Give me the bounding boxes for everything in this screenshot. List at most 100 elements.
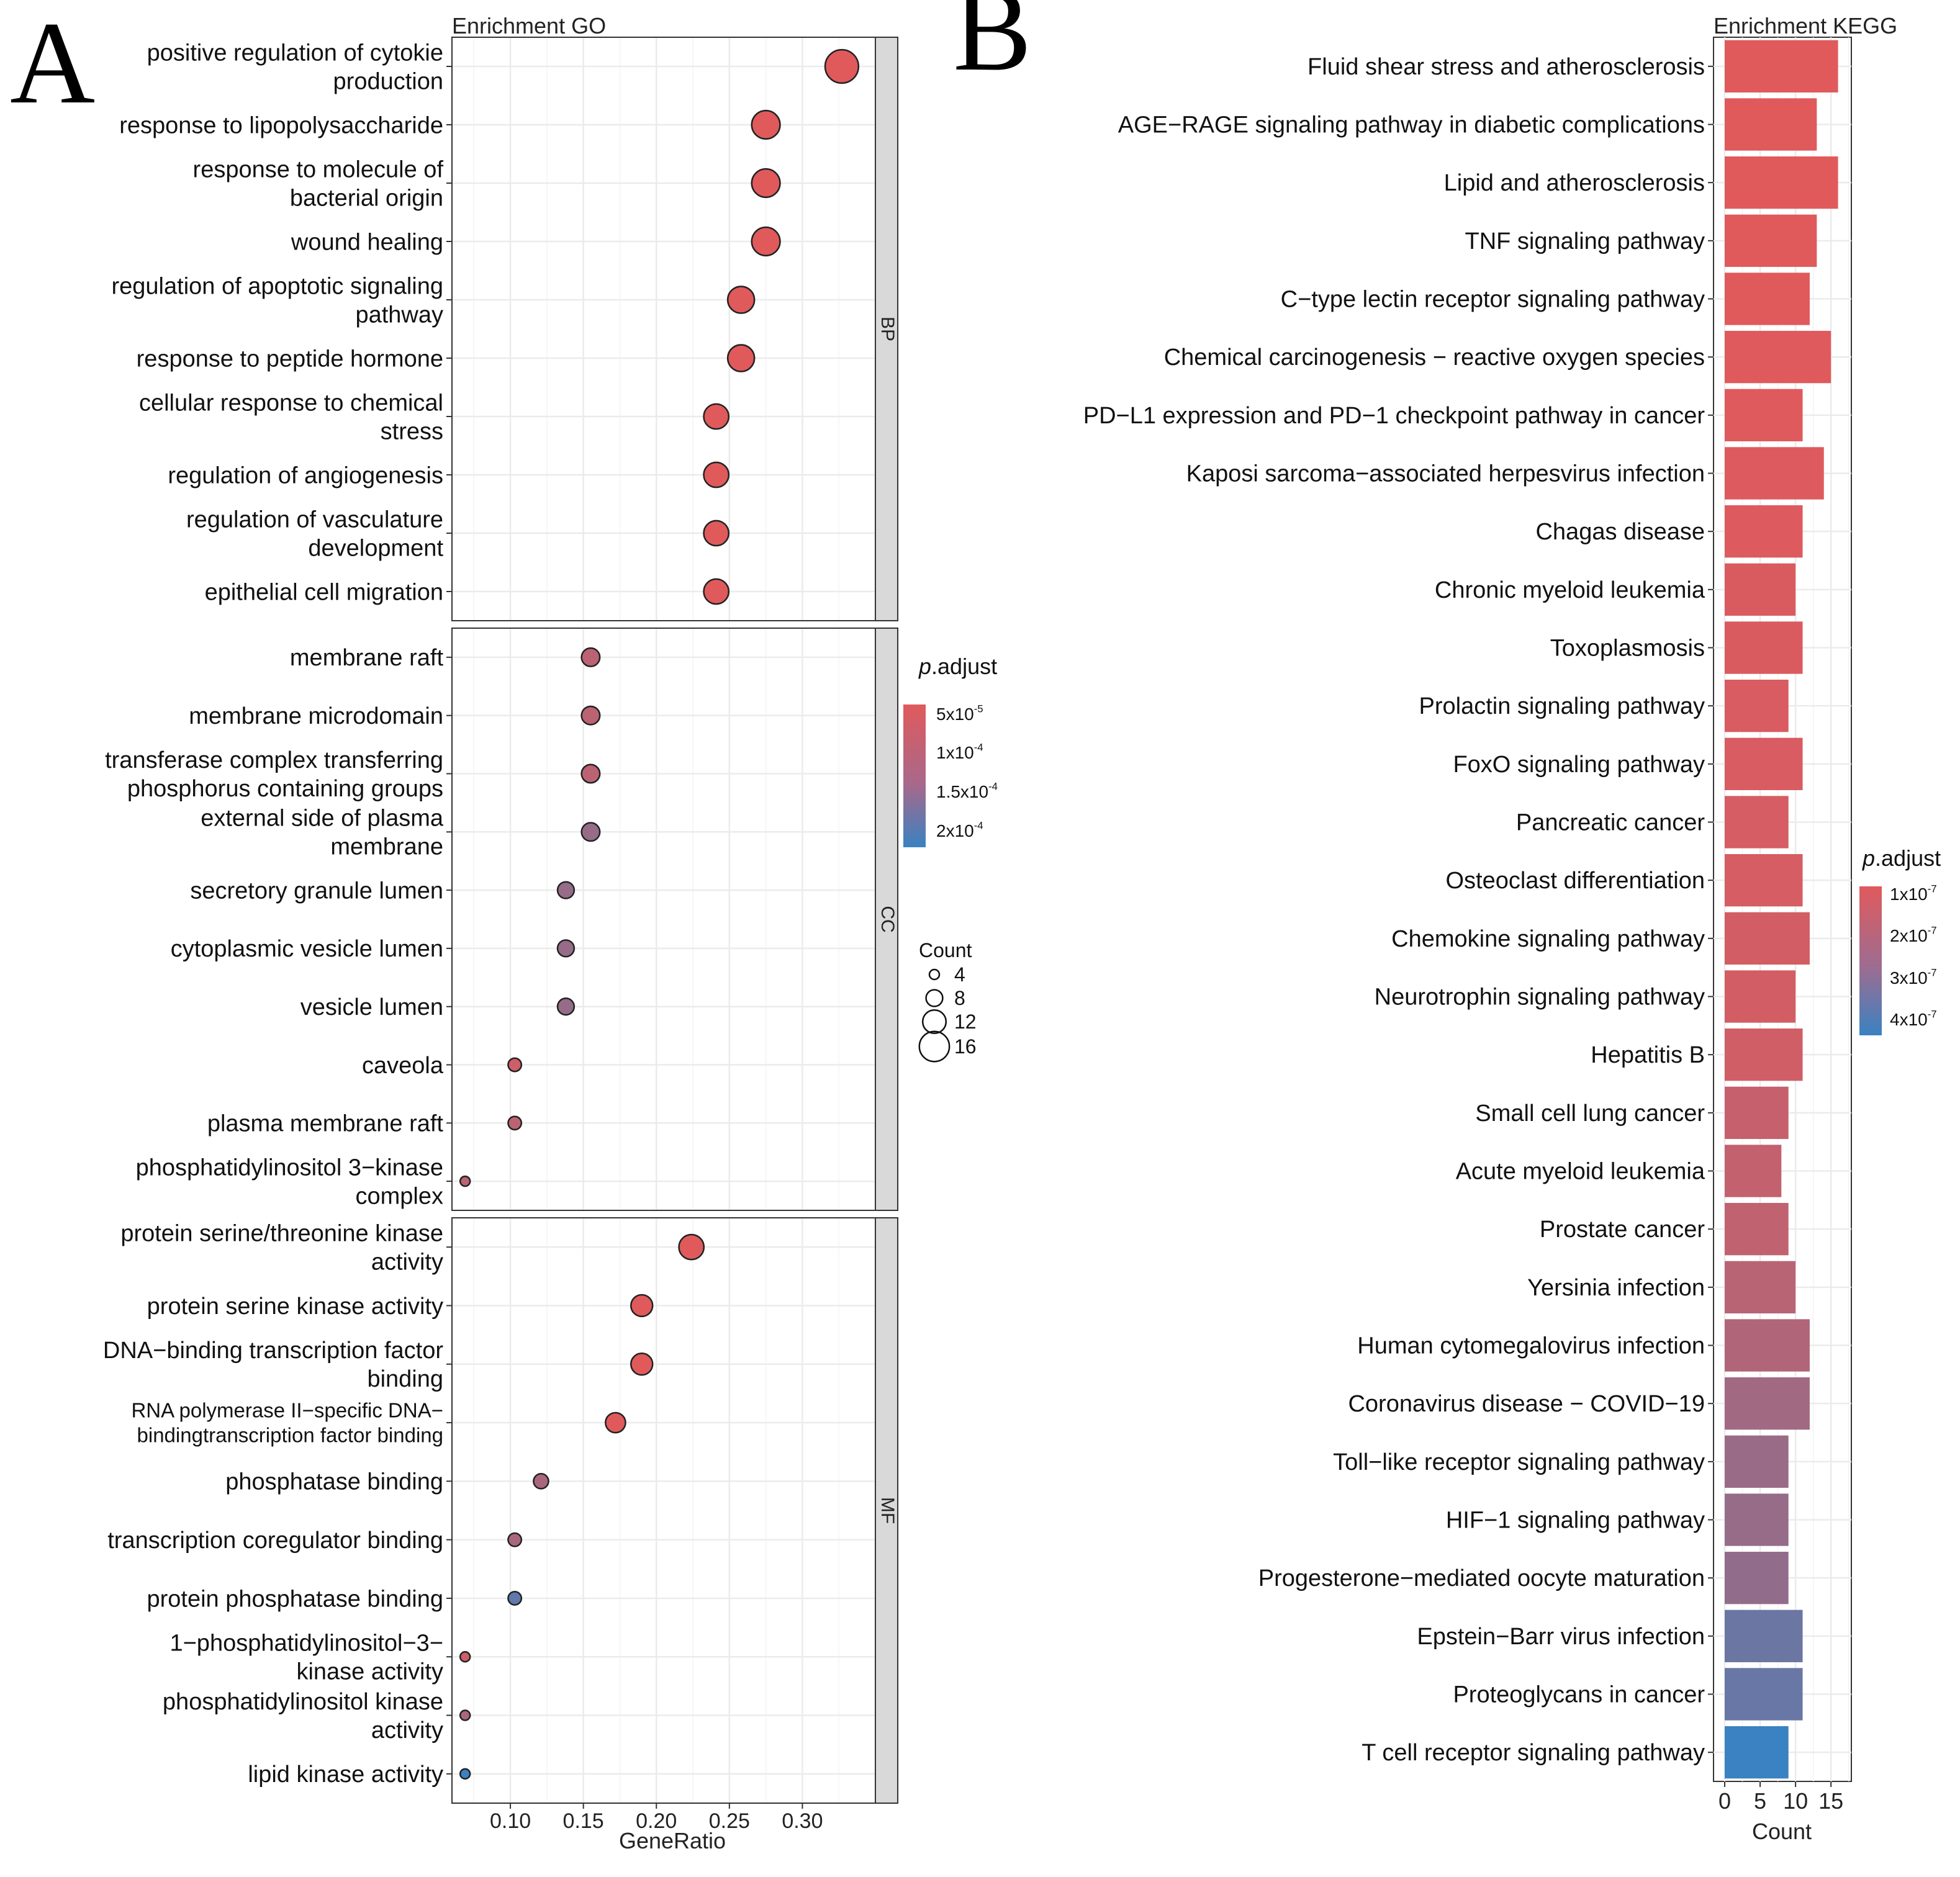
- kegg-category-label: HIF−1 signaling pathway: [1446, 1508, 1705, 1534]
- go-dot: [726, 344, 756, 372]
- kegg-color-bar: [1859, 886, 1882, 1035]
- go-term-label: complex: [356, 1183, 444, 1209]
- kegg-bar: [1725, 1377, 1810, 1430]
- go-term-label: phosphatase binding: [225, 1469, 443, 1495]
- go-term-label: protein serine/threonine kinase: [120, 1220, 443, 1246]
- go-facets: positive regulation of cytokieproduction…: [103, 37, 898, 1804]
- go-size-legend-title: Count: [919, 939, 972, 961]
- go-term-label: plasma membrane raft: [207, 1111, 444, 1137]
- kegg-category-label: TNF signaling pathway: [1465, 228, 1705, 254]
- go-dot: [580, 763, 601, 784]
- kegg-bar: [1725, 796, 1789, 848]
- go-dot: [703, 403, 730, 430]
- go-color-legend-label: 5x10-5: [936, 703, 983, 724]
- kegg-bar: [1725, 1609, 1803, 1662]
- kegg-color-legend-label: 2x10-7: [1890, 924, 1937, 945]
- go-term-label: binding: [367, 1366, 443, 1392]
- go-facet-bp: positive regulation of cytokieproduction…: [112, 37, 898, 621]
- kegg-category-label: AGE−RAGE signaling pathway in diabetic c…: [1118, 112, 1705, 138]
- go-term-label: response to peptide hormone: [137, 346, 443, 372]
- kegg-category-label: Acute myeloid leukemia: [1456, 1159, 1705, 1185]
- kegg-bar: [1725, 1261, 1796, 1313]
- go-dot: [507, 1057, 523, 1073]
- go-term-label: 1−phosphatidylinositol−3−: [169, 1631, 443, 1657]
- kegg-x-tick-label: 0: [1718, 1788, 1731, 1814]
- go-dot: [459, 1709, 471, 1721]
- go-size-legend-circle: [921, 1009, 947, 1035]
- go-color-legend-label: 1.5x10-4: [936, 780, 998, 801]
- go-term-label: cytoplasmic vesicle lumen: [171, 936, 443, 962]
- go-color-legend-labels: 5x10-5 1x10-4 1.5x10-4 2x10-4: [926, 703, 998, 840]
- go-chart-title: Enrichment GO: [452, 13, 606, 38]
- go-term-label: activity: [371, 1717, 443, 1744]
- kegg-bar: [1725, 854, 1803, 907]
- go-term-label: external side of plasma: [201, 806, 444, 832]
- go-x-tick-label: 0.15: [563, 1809, 604, 1833]
- kegg-category-label: Fluid shear stress and atherosclerosis: [1307, 54, 1705, 80]
- go-facet-strip: [875, 1217, 898, 1804]
- go-color-bar: [903, 704, 926, 847]
- go-x-tick-label: 0.30: [782, 1809, 823, 1833]
- go-dot: [507, 1591, 523, 1606]
- go-term-label: activity: [371, 1249, 443, 1275]
- kegg-bar: [1725, 272, 1810, 325]
- kegg-bar: [1725, 98, 1817, 151]
- go-dot: [678, 1233, 705, 1261]
- kegg-category-label: PD−L1 expression and PD−1 checkpoint pat…: [1083, 403, 1705, 429]
- go-size-legend-label: 8: [954, 987, 965, 1009]
- kegg-bar: [1725, 1319, 1810, 1372]
- kegg-category-label: Small cell lung cancer: [1475, 1101, 1705, 1127]
- kegg-category-label: FoxO signaling pathway: [1453, 752, 1705, 778]
- go-facet-background: [452, 628, 875, 1210]
- kegg-color-legend: p.adjust 1x10-7 2x10-7 3x10-7 4x10-7: [1859, 845, 1941, 1035]
- go-dot: [507, 1115, 523, 1131]
- go-term-label: transcription coregulator binding: [107, 1528, 443, 1554]
- go-facet-strip: [875, 628, 898, 1211]
- kegg-bar: [1725, 1145, 1782, 1197]
- go-dot: [630, 1353, 654, 1376]
- kegg-category-label: Yersinia infection: [1527, 1275, 1705, 1301]
- go-color-legend-title: p.adjust: [918, 654, 997, 679]
- go-term-label: regulation of apoptotic signaling: [112, 273, 444, 299]
- kegg-bar: [1725, 389, 1803, 441]
- kegg-color-legend-label: 1x10-7: [1890, 883, 1937, 904]
- go-facet-background: [452, 1218, 875, 1803]
- go-term-label: wound healing: [291, 229, 443, 255]
- go-dot: [459, 1175, 471, 1187]
- go-size-legend-circle: [925, 989, 944, 1007]
- go-term-label: phosphatidylinositol kinase: [163, 1689, 443, 1715]
- go-term-label: membrane raft: [290, 645, 444, 671]
- go-dot: [751, 109, 781, 140]
- kegg-plot-panel: [1713, 37, 1852, 1782]
- kegg-x-tick-label: 10: [1783, 1788, 1808, 1814]
- go-size-legend-label: 16: [954, 1035, 977, 1058]
- go-term-label: secretory granule lumen: [190, 878, 443, 904]
- go-facet-strip: [875, 37, 898, 621]
- kegg-color-legend-label: 4x10-7: [1890, 1008, 1937, 1029]
- go-size-legend-circle: [928, 968, 941, 981]
- kegg-category-label: Chagas disease: [1535, 519, 1705, 545]
- go-dot: [459, 1651, 471, 1663]
- kegg-bar: [1725, 1493, 1789, 1546]
- go-term-label: lipid kinase activity: [248, 1762, 443, 1788]
- go-term-label: positive regulation of cytokie: [147, 40, 443, 66]
- go-x-tick-label: 0.25: [709, 1809, 750, 1833]
- go-term-label: phosphorus containing groups: [127, 776, 443, 802]
- kegg-category-label: Coronavirus disease − COVID−19: [1348, 1391, 1705, 1417]
- go-facet-strip-label: CC: [877, 906, 898, 932]
- go-dot: [556, 881, 576, 899]
- go-term-label: membrane: [330, 834, 443, 860]
- kegg-category-label: Neurotrophin signaling pathway: [1375, 984, 1705, 1011]
- kegg-bar: [1725, 156, 1838, 209]
- go-size-legend-label: 4: [954, 963, 965, 986]
- kegg-category-label: Prostate cancer: [1540, 1217, 1705, 1243]
- go-enrichment-panel: Enrichment GO positive regulation of cyt…: [103, 13, 998, 1853]
- kegg-category-label: Chemical carcinogenesis − reactive oxyge…: [1164, 344, 1705, 371]
- go-term-label: kinase activity: [296, 1659, 443, 1685]
- go-dot: [580, 647, 601, 667]
- go-dot: [580, 822, 601, 842]
- go-size-legend-label: 12: [954, 1011, 977, 1033]
- kegg-x-axis-label: Count: [1752, 1819, 1812, 1844]
- kegg-category-labels: Fluid shear stress and atherosclerosis AG…: [1083, 54, 1714, 1766]
